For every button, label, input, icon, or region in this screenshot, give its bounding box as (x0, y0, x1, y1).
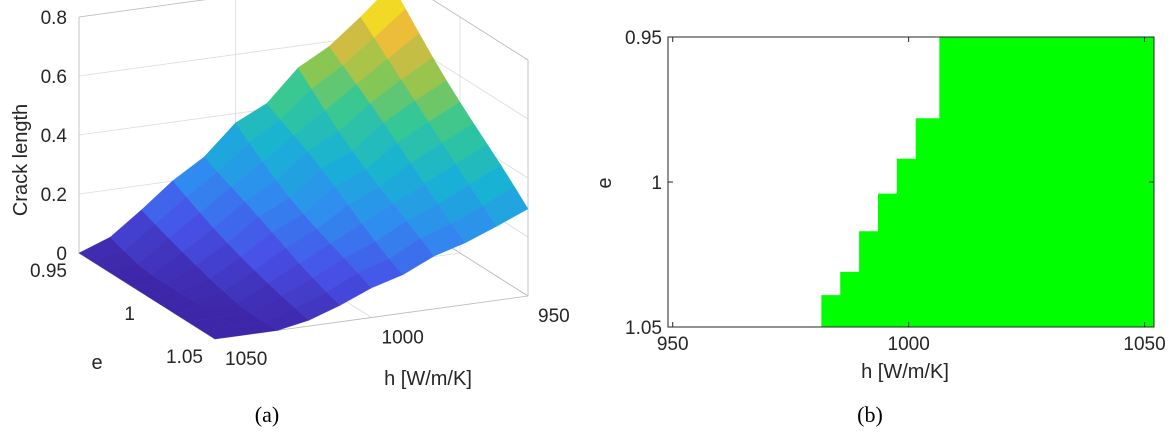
panel-a-surface-plot: 0 0.2 0.4 0.6 0.8 0.95 1 1.05 950 1000 1050 Crack … (10, 0, 570, 427)
panel-b-y-tick-label: 1.05 (625, 318, 662, 339)
panel-b-green-region (802, 37, 1154, 327)
panel-a-box-edge (432, 0, 529, 61)
panel-a-caption: (a) (255, 402, 279, 427)
panel-a-y-tick-label: 0.95 (30, 261, 67, 282)
panel-a-box-edge (78, 0, 206, 18)
panel-a-z-tick-label: 0 (56, 244, 67, 265)
panel-a-x-tick-label: 950 (538, 306, 570, 327)
panel-b-ticks: 950 1000 1050 0.95 1 1.05 (625, 28, 1166, 355)
panel-b-caption: (b) (857, 402, 883, 427)
panel-a-ticks: 0 0.2 0.4 0.6 0.8 0.95 1 1.05 950 1000 1050 (30, 8, 570, 370)
panel-b-ylabel: e (594, 177, 616, 188)
panel-a-xlabel: h [W/m/K] (384, 368, 472, 390)
panel-a-z-gridline (78, 0, 529, 61)
panel-a-x-tick-label: 1000 (382, 328, 424, 349)
panel-b-y-tick-label: 0.95 (625, 28, 662, 49)
panel-a-surface-patch (482, 186, 529, 227)
panel-b-xlabel: h [W/m/K] (861, 361, 949, 383)
panel-a-surface (78, 0, 529, 340)
panel-a-x-tick-label: 1050 (225, 349, 267, 370)
panel-a-z-tick-label: 0.6 (41, 67, 67, 88)
panel-b-x-tick-label: 1000 (888, 334, 930, 355)
panel-b-region-plot: 950 1000 1050 0.95 1 1.05 e h [W/m/K] (b) (594, 28, 1166, 427)
panel-a-zlabel: Crack length (10, 104, 32, 216)
panel-b-x-tick-label: 950 (657, 334, 689, 355)
panel-a-y-tick-label: 1 (124, 304, 135, 325)
panel-a-z-tick-label: 0.4 (41, 126, 68, 147)
panel-b-y-tick-label: 1 (651, 173, 662, 194)
panel-a-ylabel: e (91, 352, 102, 374)
panel-a-z-tick-label: 0.2 (41, 185, 67, 206)
panel-b-axes-box (667, 36, 1155, 328)
panel-b-x-tick-label: 1050 (1123, 334, 1165, 355)
panel-a-y-tick-label: 1.05 (166, 347, 203, 368)
panel-a-z-tick-label: 0.8 (41, 8, 67, 29)
